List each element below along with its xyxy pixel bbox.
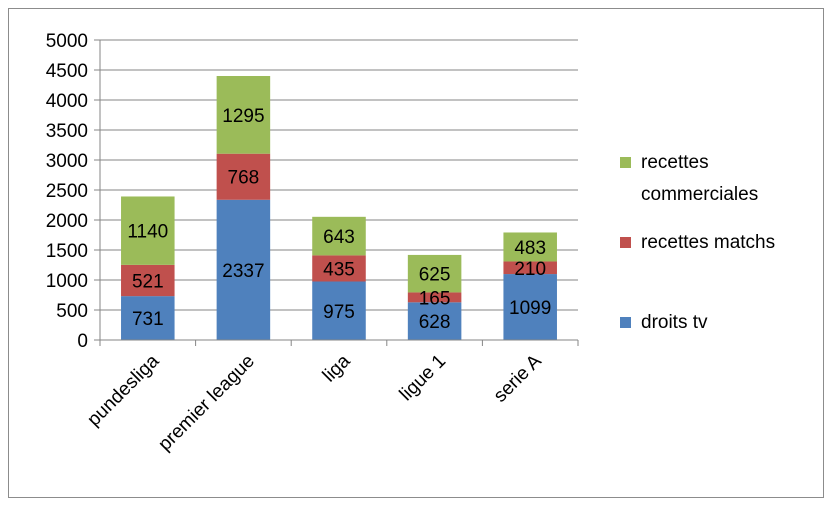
y-tick-label-500: 500: [56, 301, 88, 322]
bar-ligue-1-recettes-matchs: [407, 292, 462, 303]
y-tick-label-1000: 1000: [46, 271, 88, 292]
bar-liga-recettes-commerciales: [312, 216, 366, 256]
bar-premier-league-droits-tv: [216, 199, 271, 340]
data-label-ligue-1-recettes-matchs: 165: [419, 288, 451, 309]
legend-label-droits-tv: droits tv: [641, 312, 708, 333]
y-tick-label-1500: 1500: [46, 241, 88, 262]
x-tick-label-premier-league: premier league: [154, 351, 258, 455]
data-label-ligue-1-recettes-commerciales: 625: [419, 265, 451, 286]
bar-pundesliga-droits-tv: [121, 296, 175, 340]
data-label-pundesliga-droits-tv: 731: [132, 309, 164, 330]
data-label-pundesliga-recettes-commerciales: 1140: [127, 222, 168, 243]
legend-label-recettes-commerciales: recettes commerciales: [641, 152, 758, 205]
x-tick-label-serie-a: serie A: [490, 350, 546, 406]
data-label-serie-a-droits-tv: 1099: [509, 298, 551, 319]
bar-pundesliga-recettes-matchs: [121, 264, 175, 297]
y-tick-label-5000: 5000: [46, 31, 88, 52]
data-label-ligue-1-droits-tv: 628: [419, 312, 451, 333]
bars: [121, 76, 557, 340]
bar-serie-a-recettes-commerciales: [503, 232, 557, 262]
y-tick-label-2000: 2000: [46, 211, 88, 232]
x-tick-label-ligue-1: ligue 1: [396, 351, 450, 405]
legend-swatch-recettes-matchs: [620, 237, 631, 248]
bar-ligue-1-recettes-commerciales: [407, 254, 462, 293]
data-label-liga-droits-tv: 975: [323, 302, 355, 323]
y-tick-label-2500: 2500: [46, 181, 88, 202]
bar-ligue-1-droits-tv: [407, 302, 462, 340]
bar-pundesliga-recettes-commerciales: [121, 196, 175, 265]
data-label-pundesliga-recettes-matchs: 521: [132, 272, 164, 293]
y-tick-label-4500: 4500: [46, 61, 88, 82]
data-label-premier-league-recettes-matchs: 768: [228, 168, 260, 189]
x-tick-label-liga: liga: [319, 350, 355, 386]
y-tick-label-0: 0: [77, 331, 88, 352]
bar-liga-droits-tv: [312, 281, 366, 340]
bar-serie-a-recettes-matchs: [503, 261, 557, 275]
bar-liga-recettes-matchs: [312, 255, 366, 282]
data-label-serie-a-recettes-commerciales: 483: [514, 238, 546, 259]
data-label-liga-recettes-commerciales: 643: [323, 227, 355, 248]
legend-swatch-droits-tv: [620, 317, 631, 328]
legend-label-recettes-matchs: recettes matchs: [641, 232, 775, 253]
gridlines: [100, 39, 578, 311]
bar-premier-league-recettes-commerciales: [216, 76, 271, 154]
bar-serie-a-droits-tv: [503, 274, 557, 340]
data-label-premier-league-droits-tv: 2337: [222, 261, 264, 282]
y-tick-label-3500: 3500: [46, 121, 88, 142]
data-label-serie-a-recettes-matchs: 210: [514, 259, 546, 280]
legend: recettes commerciales recettes matchs droit…: [620, 152, 775, 333]
data-label-liga-recettes-matchs: 435: [323, 259, 355, 280]
data-label-premier-league-recettes-commerciales: 1295: [222, 106, 264, 127]
bar-premier-league-recettes-matchs: [216, 153, 271, 200]
y-tick-label-4000: 4000: [46, 91, 88, 112]
y-tick-label-3000: 3000: [46, 151, 88, 172]
x-tick-label-pundesliga: pundesliga: [83, 350, 163, 430]
legend-swatch-recettes-commerciales: [620, 157, 631, 168]
